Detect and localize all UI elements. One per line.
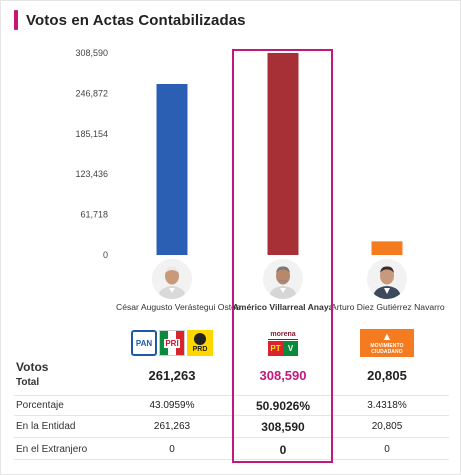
total-value-1: 261,263 bbox=[148, 368, 196, 383]
entidad-value-1: 261,263 bbox=[153, 421, 191, 432]
candidate-card-3: Arturo Diez Gutiérrez Navarro ▲ MOVIMIEN… bbox=[331, 259, 445, 358]
table-row-entidad: En la Entidad 261,263 308,590 20,805 bbox=[14, 416, 449, 438]
movimiento-ciudadano-logo-icon: ▲ MOVIMIENTO CIUDADANO bbox=[360, 329, 414, 357]
section-header: Votos en Actas Contabilizadas bbox=[14, 10, 246, 30]
bar-2[interactable] bbox=[267, 53, 299, 255]
morena-pt-pvem-logo-icon: morena PT V bbox=[268, 329, 298, 357]
bar-3[interactable] bbox=[371, 241, 403, 255]
porcentaje-value-2: 50.9026% bbox=[255, 399, 311, 413]
y-tick-label: 308,590 bbox=[75, 48, 108, 58]
candidate-name-3: Arturo Diez Gutiérrez Navarro bbox=[331, 302, 445, 312]
y-tick-label: 0 bbox=[103, 250, 108, 260]
porcentaje-label: Porcentaje bbox=[16, 400, 64, 411]
extranjero-value-1: 0 bbox=[169, 444, 175, 455]
table-row-extranjero: En el Extranjero 0 0 0 bbox=[14, 438, 449, 460]
pri-logo-icon: PRI bbox=[159, 330, 185, 356]
porcentaje-value-1: 43.0959% bbox=[149, 400, 195, 411]
table-row-total: Votos Total 261,263 308,590 20,805 bbox=[14, 356, 449, 396]
candidate-photo-1 bbox=[152, 259, 192, 299]
candidate-name-2: Américo Villarreal Anaya bbox=[232, 302, 334, 312]
candidate-photo-3 bbox=[367, 259, 407, 299]
party-logos-3: ▲ MOVIMIENTO CIUDADANO bbox=[331, 328, 443, 358]
header-accent-bar bbox=[14, 10, 18, 30]
bar-1[interactable] bbox=[156, 83, 188, 255]
total-value-2: 308,590 bbox=[259, 368, 307, 383]
y-tick-label: 246,872 bbox=[75, 88, 108, 98]
candidate-card-2: Américo Villarreal Anaya morena PT V bbox=[227, 259, 339, 358]
extranjero-label: En el Extranjero bbox=[16, 444, 88, 455]
section-title: Votos en Actas Contabilizadas bbox=[26, 11, 246, 29]
porcentaje-value-3: 3.4318% bbox=[367, 400, 407, 411]
entidad-label: En la Entidad bbox=[16, 421, 76, 432]
y-tick-label: 61,718 bbox=[80, 210, 108, 220]
pan-logo-icon: PAN bbox=[131, 330, 157, 356]
party-logos-2: morena PT V bbox=[227, 328, 339, 358]
party-logos-1: PAN PRI PRD bbox=[116, 328, 228, 358]
entidad-value-3: 20,805 bbox=[371, 421, 403, 432]
candidate-photo-2 bbox=[263, 259, 303, 299]
extranjero-value-3: 0 bbox=[384, 444, 390, 455]
votes-bar-chart: 308,590 246,872 185,154 123,436 61,718 0 bbox=[75, 48, 403, 260]
candidate-card-1: César Augusto Verástegui Ostos PAN PRI P… bbox=[116, 259, 241, 358]
y-tick-label: 185,154 bbox=[75, 129, 108, 139]
prd-logo-icon: PRD bbox=[187, 330, 213, 356]
entidad-value-2: 308,590 bbox=[261, 420, 305, 434]
y-tick-label: 123,436 bbox=[75, 169, 108, 179]
candidate-name-1: César Augusto Verástegui Ostos bbox=[116, 302, 241, 312]
total-value-3: 20,805 bbox=[367, 368, 407, 383]
extranjero-value-2: 0 bbox=[279, 443, 287, 457]
votos-label: Votos bbox=[16, 360, 49, 374]
table-row-porcentaje: Porcentaje 43.0959% 50.9026% 3.4318% bbox=[14, 396, 449, 416]
total-label: Total bbox=[16, 377, 40, 388]
